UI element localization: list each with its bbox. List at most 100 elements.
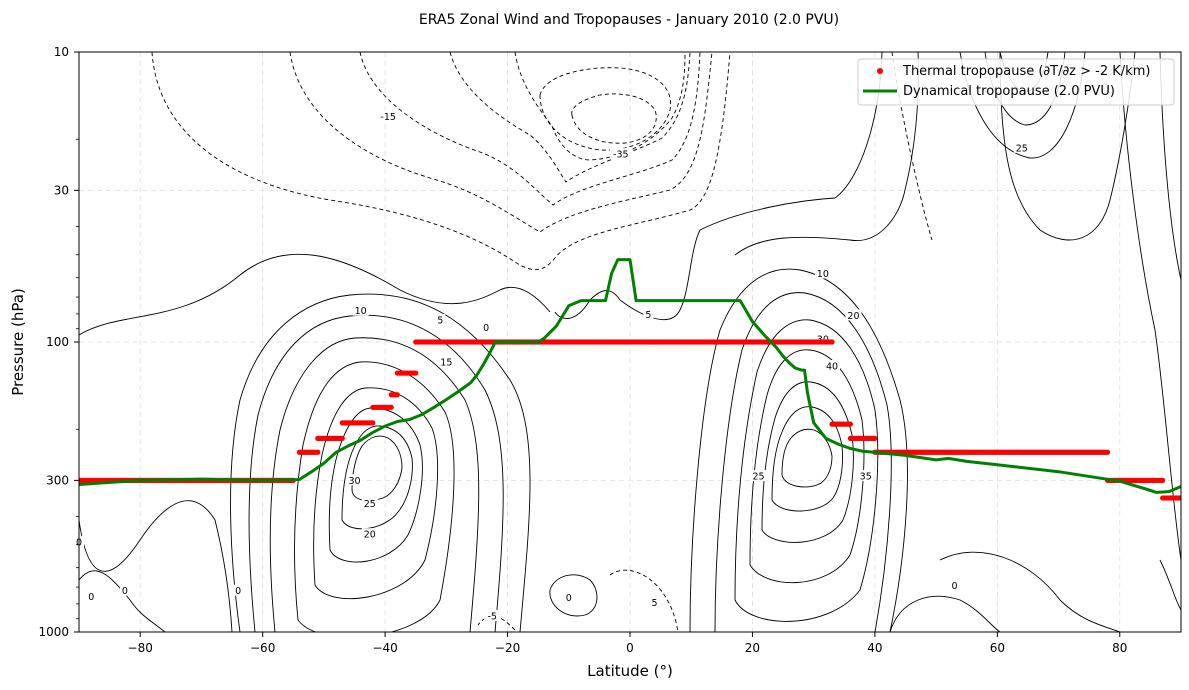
- contour-easterly: [449, 52, 691, 183]
- x-tick-label: 80: [1112, 641, 1127, 655]
- contour-label-bg: [352, 304, 369, 316]
- wind-contours: [79, 52, 1181, 632]
- dynamical-tropopause-line: [79, 258, 1181, 494]
- contour-label-bg: [609, 148, 632, 160]
- contour-westerly: [1119, 52, 1181, 561]
- easterly-contours: [151, 52, 933, 632]
- contour-sh-jet: [351, 435, 403, 501]
- contour-sh-jet: [313, 387, 439, 600]
- thermal-tropopause-point: [339, 435, 345, 442]
- legend-box: [857, 58, 1175, 106]
- x-tick-label: −20: [495, 641, 520, 655]
- contour-easterly: [151, 52, 731, 271]
- contour-sh-jet: [341, 425, 413, 530]
- contour-label: 30: [348, 476, 360, 487]
- contour-easterly: [539, 67, 672, 151]
- x-tick-label: 0: [626, 641, 634, 655]
- contour-label: 0: [88, 592, 94, 603]
- contour-label-bg: [649, 596, 660, 608]
- contour-label: 5: [437, 316, 443, 327]
- legend-thermal-label: Thermal tropopause (∂T/∂z > -2 K/km): [902, 64, 1150, 79]
- contour-easterly: [609, 569, 679, 632]
- contour-label: 0: [566, 593, 572, 604]
- y-tick-label: 1000: [38, 625, 69, 639]
- contour-easterly: [289, 52, 713, 233]
- contour-sh-jet: [248, 314, 504, 632]
- contour-label-bg: [119, 584, 130, 596]
- x-tick-label: −60: [250, 641, 275, 655]
- contour-nh-jet: [761, 381, 854, 543]
- contour-label: 0: [235, 586, 241, 597]
- x-tick-label: −80: [128, 641, 153, 655]
- contour-nh-jet: [734, 319, 879, 622]
- contour-label: 20: [364, 530, 376, 541]
- contour-label-bg: [435, 314, 446, 326]
- contour-label: 25: [364, 499, 376, 510]
- contour-label: -35: [613, 150, 629, 161]
- thermal-tropopause-point: [1104, 449, 1111, 455]
- legend-dynamical-label: Dynamical tropopause (2.0 PVU): [903, 84, 1115, 99]
- contour-surface: [549, 574, 598, 617]
- contour-label: 25: [1016, 143, 1028, 154]
- contour-label-bg: [857, 470, 874, 482]
- thermal-tropopause-point: [1178, 495, 1181, 501]
- thermal-tropopause-point: [872, 435, 878, 442]
- y-tick-label: 300: [46, 473, 69, 487]
- contour-sh-jet: [230, 293, 531, 632]
- contour-easterly: [571, 93, 657, 144]
- y-axis-label: Pressure (hPa): [9, 288, 27, 396]
- contour-label-bg: [563, 591, 574, 603]
- contour-label: -5: [488, 611, 497, 622]
- y-tick-label: 10: [54, 45, 69, 59]
- thermal-tropopause-point: [388, 404, 394, 410]
- contour-label-bg: [750, 470, 767, 482]
- contour-label-bg: [361, 497, 378, 509]
- contour-label-bg: [377, 110, 400, 122]
- contour-label: 5: [651, 598, 657, 609]
- x-tick-label: −40: [372, 641, 397, 655]
- contour-label: 25: [753, 472, 765, 483]
- x-axis-label: Latitude (°): [587, 662, 673, 680]
- x-axis-ticks: −80 −60 −40 −20 0 20 40 60 80: [128, 632, 1127, 655]
- thermal-tropopause-point: [394, 392, 400, 398]
- contour-surface: [1159, 559, 1181, 611]
- contour-label-bg: [814, 267, 831, 279]
- contour-sh-jet: [294, 361, 455, 632]
- contour-label-bg: [845, 309, 862, 321]
- contour-label-bg: [824, 360, 841, 372]
- contour-label-bg: [346, 474, 363, 486]
- thermal-tropopause-point: [829, 339, 835, 345]
- legend-thermal-marker: [877, 68, 883, 74]
- contour-nh-jet: [714, 292, 892, 632]
- contour-nh-jet: [689, 268, 908, 632]
- contour-nh-jet: [771, 406, 843, 512]
- dynamical-tropopause: [79, 258, 1181, 494]
- westerly-contours: [79, 52, 1181, 632]
- contour-label: 5: [645, 310, 651, 321]
- y-axis-ticks: 10 30 100 300 1000: [38, 45, 79, 639]
- contour-label-bg: [949, 579, 960, 591]
- contour-westerly: [734, 52, 919, 256]
- thermal-tropopause-point: [315, 449, 321, 455]
- y-tick-label: 100: [46, 335, 69, 349]
- contour-label: 0: [483, 323, 489, 334]
- contour-westerly: [619, 52, 883, 321]
- contour-sh-jet: [328, 407, 423, 563]
- contour-surface: [939, 551, 1121, 632]
- contour-label-bg: [484, 609, 501, 621]
- contour-easterly: [514, 52, 686, 161]
- contour-surface: [79, 500, 233, 632]
- thermal-tropopause-point: [1160, 477, 1166, 483]
- contour-label-bg: [438, 355, 455, 367]
- thermal-tropopause-point: [413, 370, 419, 376]
- contour-label-bg: [361, 528, 378, 540]
- contour-nh-jet: [749, 349, 865, 583]
- contour-label: 0: [951, 581, 957, 592]
- legend: Thermal tropopause (∂T/∂z > -2 K/km) Dyn…: [857, 58, 1175, 106]
- contour-sh-jet: [269, 337, 480, 632]
- contour-surface: [79, 570, 166, 632]
- contour-label: 10: [355, 306, 367, 317]
- contour-label-bg: [1013, 141, 1030, 153]
